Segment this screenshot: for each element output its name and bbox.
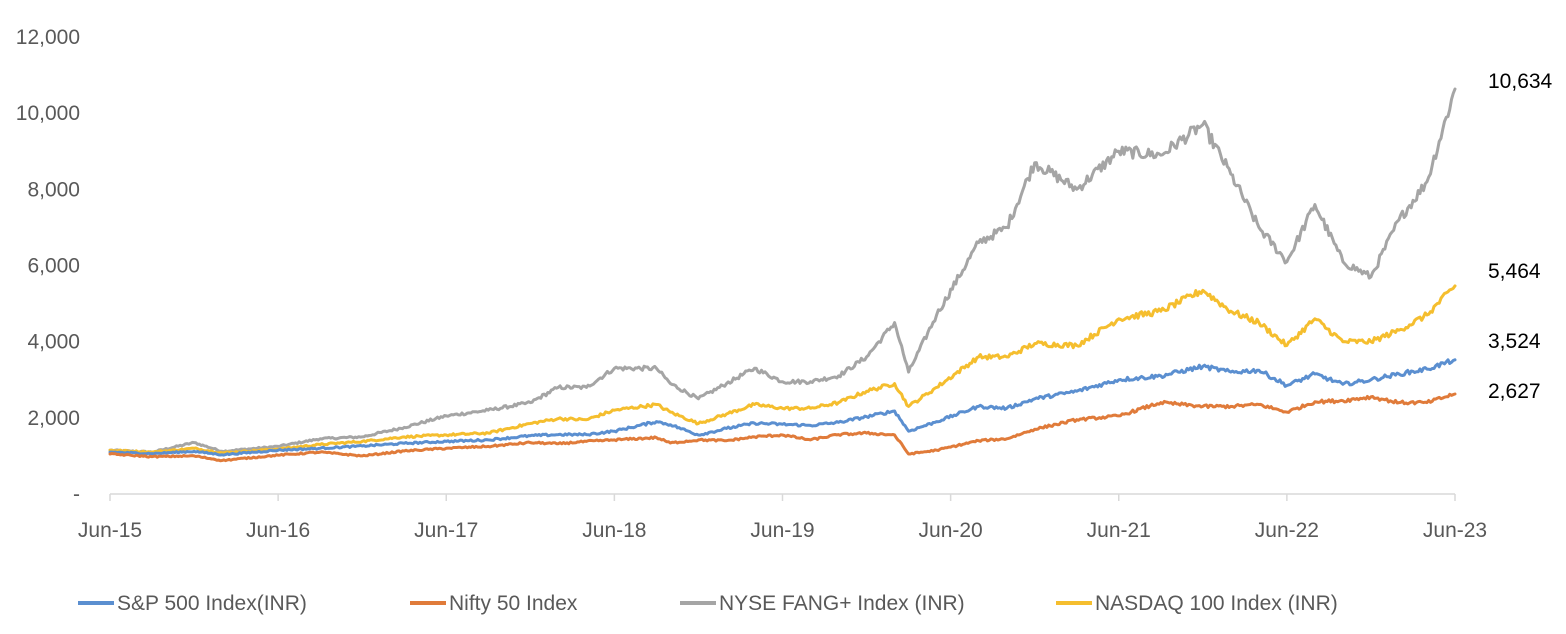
x-tick-label: Jun-18 <box>582 519 646 542</box>
end-value-label: 2,627 <box>1488 380 1541 403</box>
end-value-label: 10,634 <box>1488 70 1553 93</box>
x-tick-label: Jun-20 <box>919 519 983 542</box>
y-tick-label: 8,000 <box>27 178 80 201</box>
legend-label: Nifty 50 Index <box>449 592 578 615</box>
y-tick-label: 12,000 <box>16 26 80 49</box>
legend-label: S&P 500 Index(INR) <box>117 592 307 615</box>
x-tick-label: Jun-15 <box>78 519 142 542</box>
series-lines <box>108 87 1457 463</box>
x-tick-label: Jun-17 <box>414 519 478 542</box>
y-tick-label: 6,000 <box>27 255 80 278</box>
end-value-labels: 3,524 2,627 10,634 5,464 <box>1488 70 1553 403</box>
legend-label: NYSE FANG+ Index (INR) <box>719 592 965 615</box>
series-line-0 <box>108 358 1457 457</box>
series-line-3 <box>108 284 1457 455</box>
series-line-2 <box>108 87 1457 454</box>
y-tick-label: 2,000 <box>27 407 80 430</box>
x-tick-label: Jun-21 <box>1087 519 1151 542</box>
end-value-label: 3,524 <box>1488 330 1541 353</box>
y-tick-label: 4,000 <box>27 331 80 354</box>
series-line-1 <box>108 392 1457 463</box>
y-tick-label: - <box>73 483 80 506</box>
legend-label: NASDAQ 100 Index (INR) <box>1095 592 1338 615</box>
y-tick-label: 10,000 <box>16 102 80 125</box>
x-axis-ticks: Jun-15 Jun-16 Jun-17 Jun-18 Jun-19 Jun-20 Jun-… <box>78 494 1487 542</box>
y-axis-tick-labels: - 2,000 4,000 6,000 8,000 10,000 12,000 <box>16 26 80 506</box>
x-tick-label: Jun-16 <box>246 519 310 542</box>
x-tick-label: Jun-22 <box>1255 519 1319 542</box>
x-tick-label: Jun-19 <box>750 519 814 542</box>
x-tick-label: Jun-23 <box>1423 519 1487 542</box>
legend: S&P 500 Index(INR) Nifty 50 Index NYSE FAN… <box>78 592 1338 615</box>
end-value-label: 5,464 <box>1488 260 1541 283</box>
